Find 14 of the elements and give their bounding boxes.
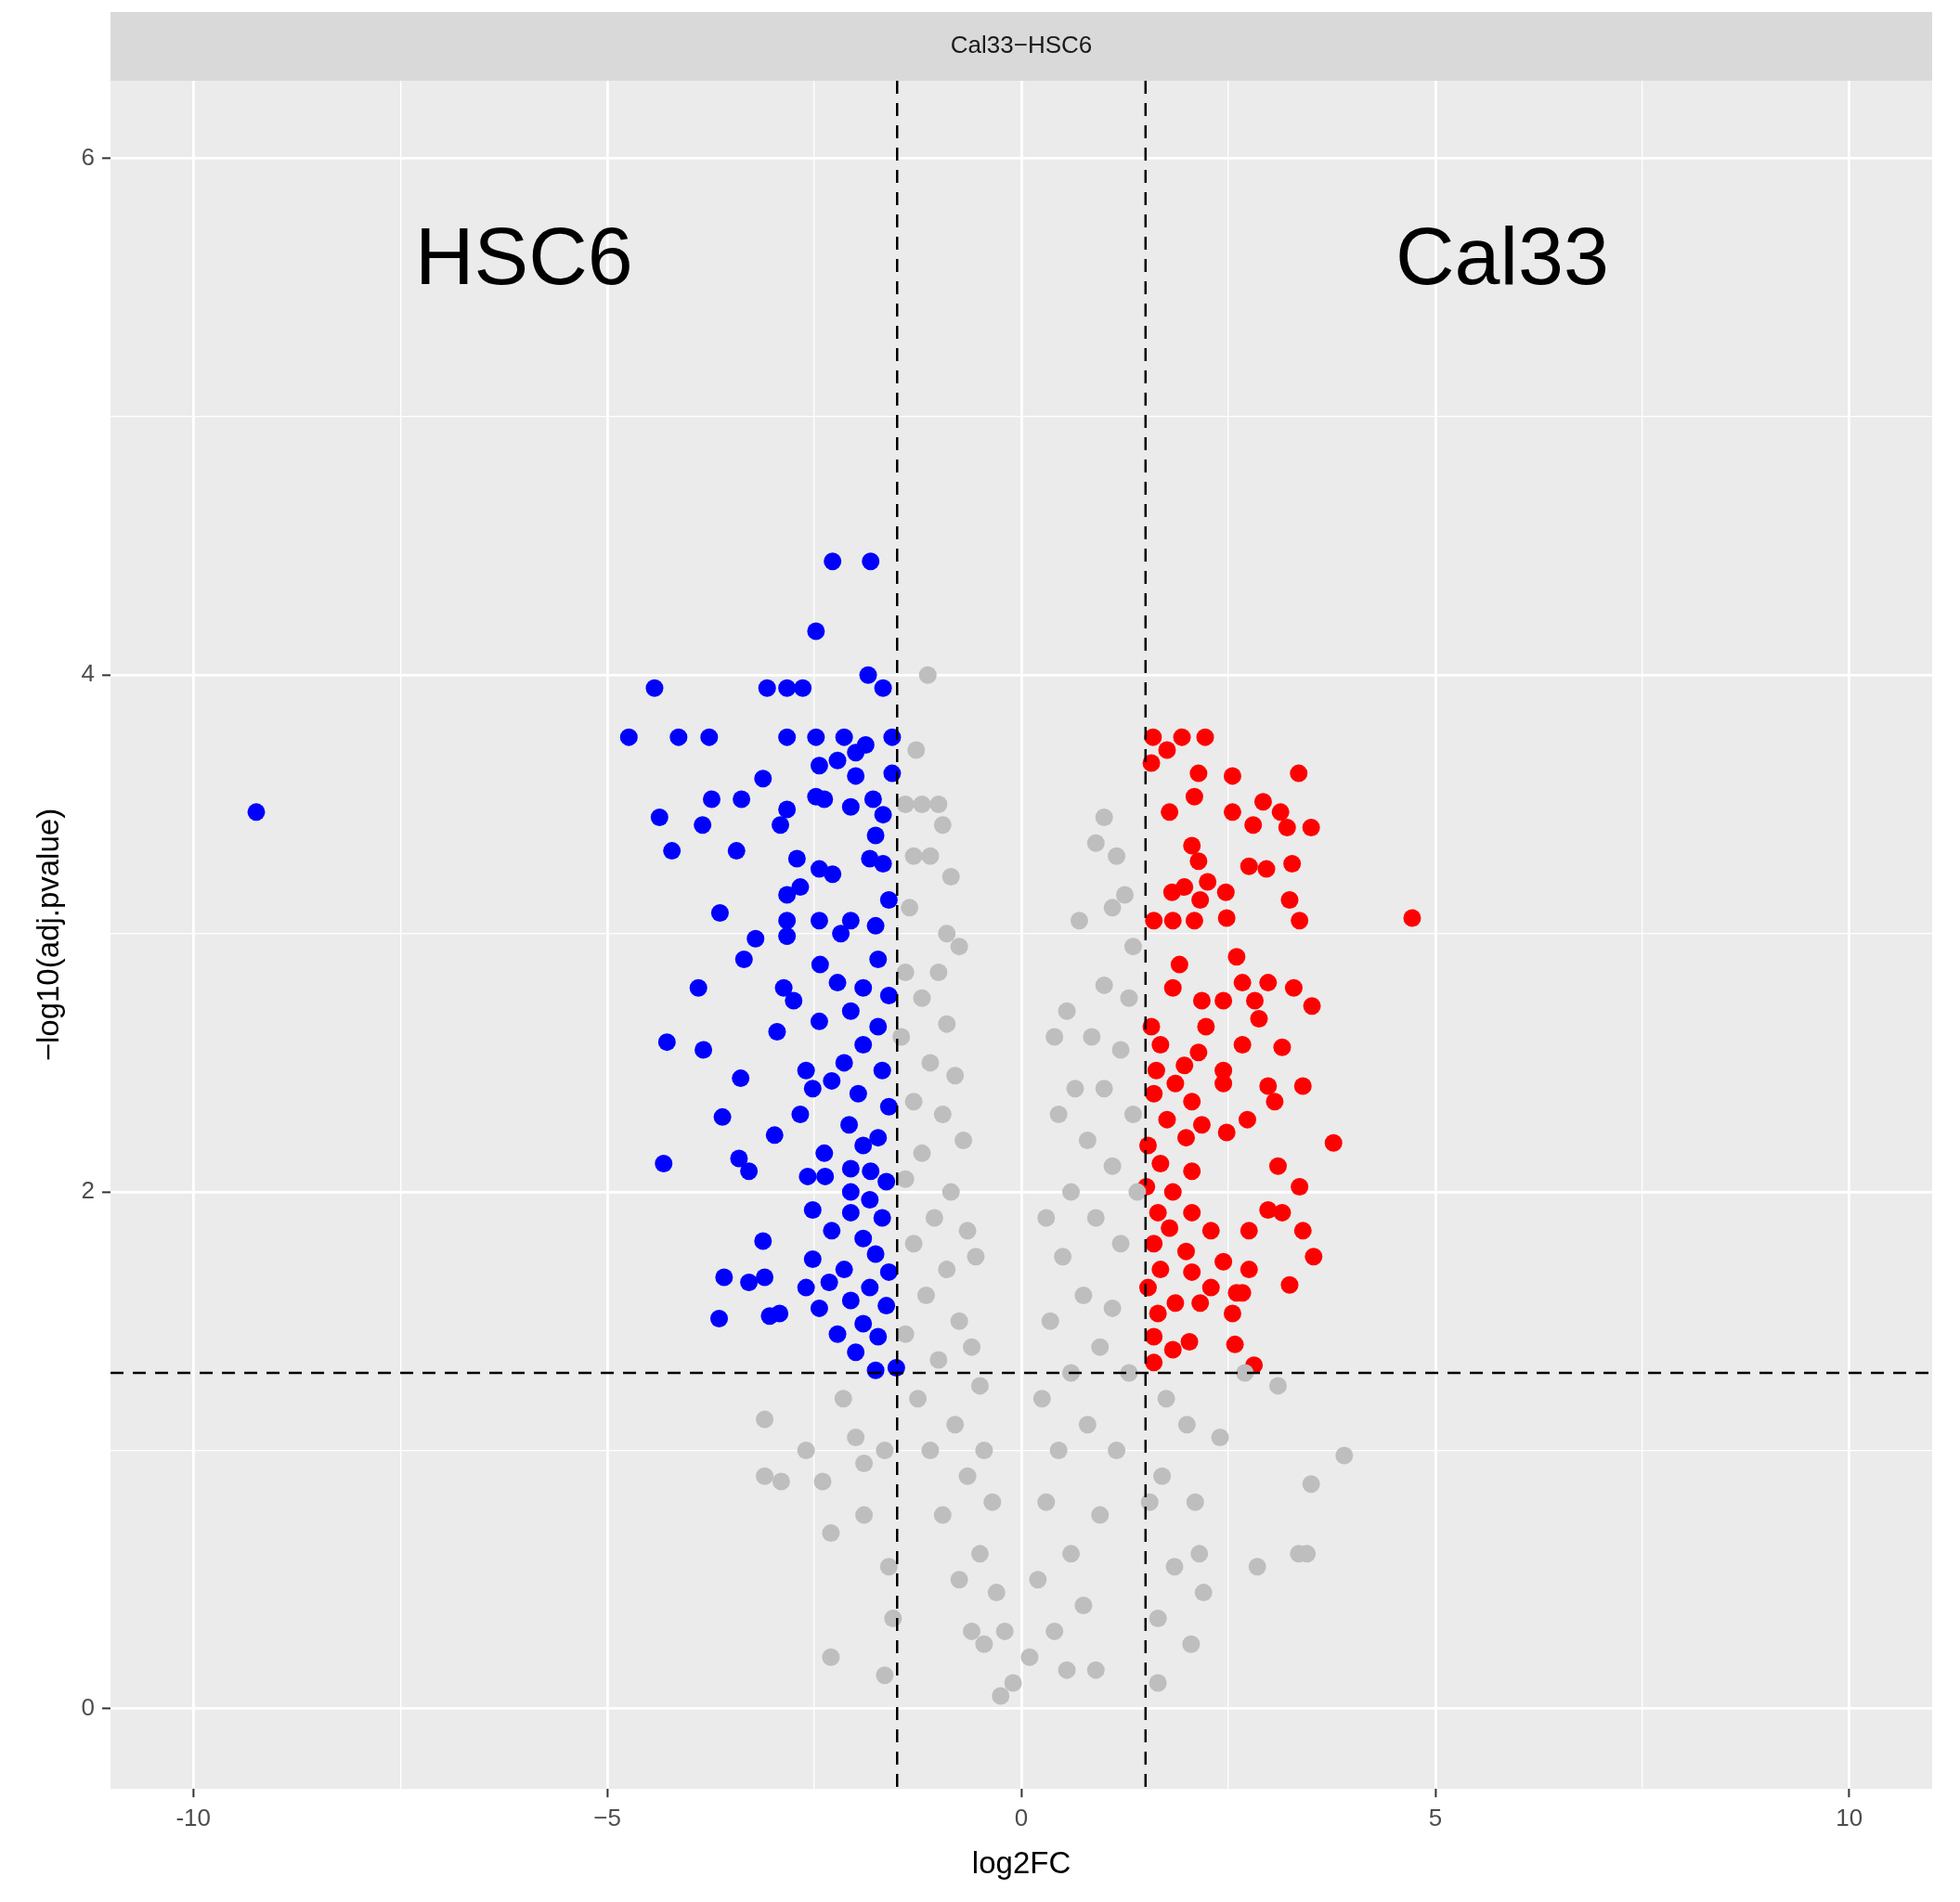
- y-axis-title: −log10(adj.pvalue): [30, 808, 65, 1062]
- x-tick-label: 10: [1836, 1803, 1863, 1831]
- x-tick-label: −5: [593, 1803, 621, 1831]
- annotation: Cal33: [1395, 210, 1609, 303]
- x-tick-label: 5: [1428, 1803, 1443, 1831]
- x-tick-label: 0: [1014, 1803, 1029, 1831]
- x-axis-title: log2FC: [971, 1845, 1071, 1881]
- y-tick-label: 6: [81, 142, 96, 171]
- y-tick-label: 0: [81, 1693, 96, 1722]
- chart-title: Cal33−HSC6: [950, 31, 1093, 59]
- x-tick-label: -10: [175, 1803, 212, 1831]
- y-tick-label: 4: [81, 659, 96, 688]
- annotation: HSC6: [415, 210, 633, 303]
- y-tick-label: 2: [81, 1176, 96, 1205]
